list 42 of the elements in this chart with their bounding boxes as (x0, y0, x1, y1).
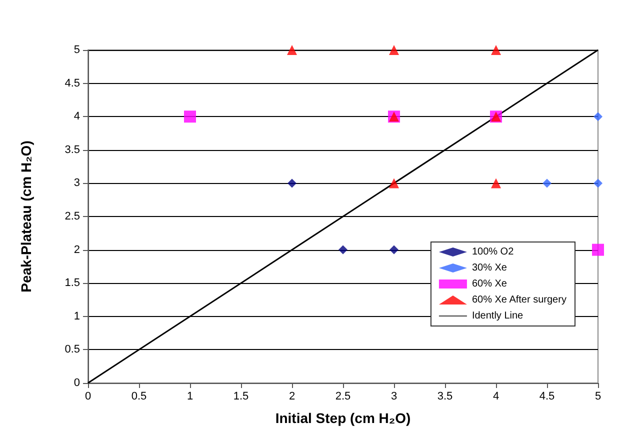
x-tick-label: 4.5 (539, 390, 555, 402)
point (288, 178, 296, 188)
y-axis-title: Peak-Plateau (cm H₂O) (18, 140, 34, 292)
point (184, 110, 196, 123)
point (594, 112, 602, 122)
x-tick-label: 1 (186, 390, 194, 402)
x-tick-label: 3.5 (437, 390, 453, 402)
point (491, 178, 501, 188)
point (594, 178, 602, 188)
legend-label: 60% Xe (472, 278, 508, 290)
y-tick-label: 2 (74, 244, 80, 256)
y-tick-label: 3.5 (64, 144, 80, 156)
x-tick-label: 2.5 (335, 390, 351, 402)
legend-label: 100% O2 (472, 246, 514, 258)
legend-label: 60% Xe After surgery (472, 294, 566, 306)
x-axis-title: Initial Step (cm H₂O) (275, 410, 411, 426)
x-tick-label: 5 (594, 390, 602, 402)
point (390, 245, 398, 254)
x-tick-label: 1.5 (233, 390, 249, 402)
y-tick-label: 1.5 (64, 277, 80, 290)
point (592, 244, 604, 256)
x-tick-label: 2 (288, 390, 296, 402)
x-tick-label: 0 (84, 390, 92, 402)
x-tick-label: 3 (390, 390, 398, 402)
x-tick-label: 0.5 (131, 390, 147, 402)
y-tick-label: 3 (74, 177, 80, 190)
point (389, 178, 399, 188)
point (542, 178, 552, 188)
legend-label: Idently Line (472, 310, 524, 322)
y-tick-label: 4 (74, 110, 80, 123)
y-tick-label: 1 (74, 310, 80, 322)
point (287, 45, 297, 55)
point (389, 45, 399, 55)
point (491, 45, 501, 55)
legend-label: 30% Xe (472, 262, 508, 274)
y-tick-label: 0.5 (64, 344, 80, 356)
point (338, 245, 348, 254)
y-tick-label: 4.5 (64, 77, 80, 90)
y-tick-label: 2.5 (64, 210, 80, 222)
x-tick-label: 4 (492, 390, 500, 402)
y-tick-label: 5 (74, 44, 80, 56)
y-tick-label: 0 (74, 377, 80, 389)
